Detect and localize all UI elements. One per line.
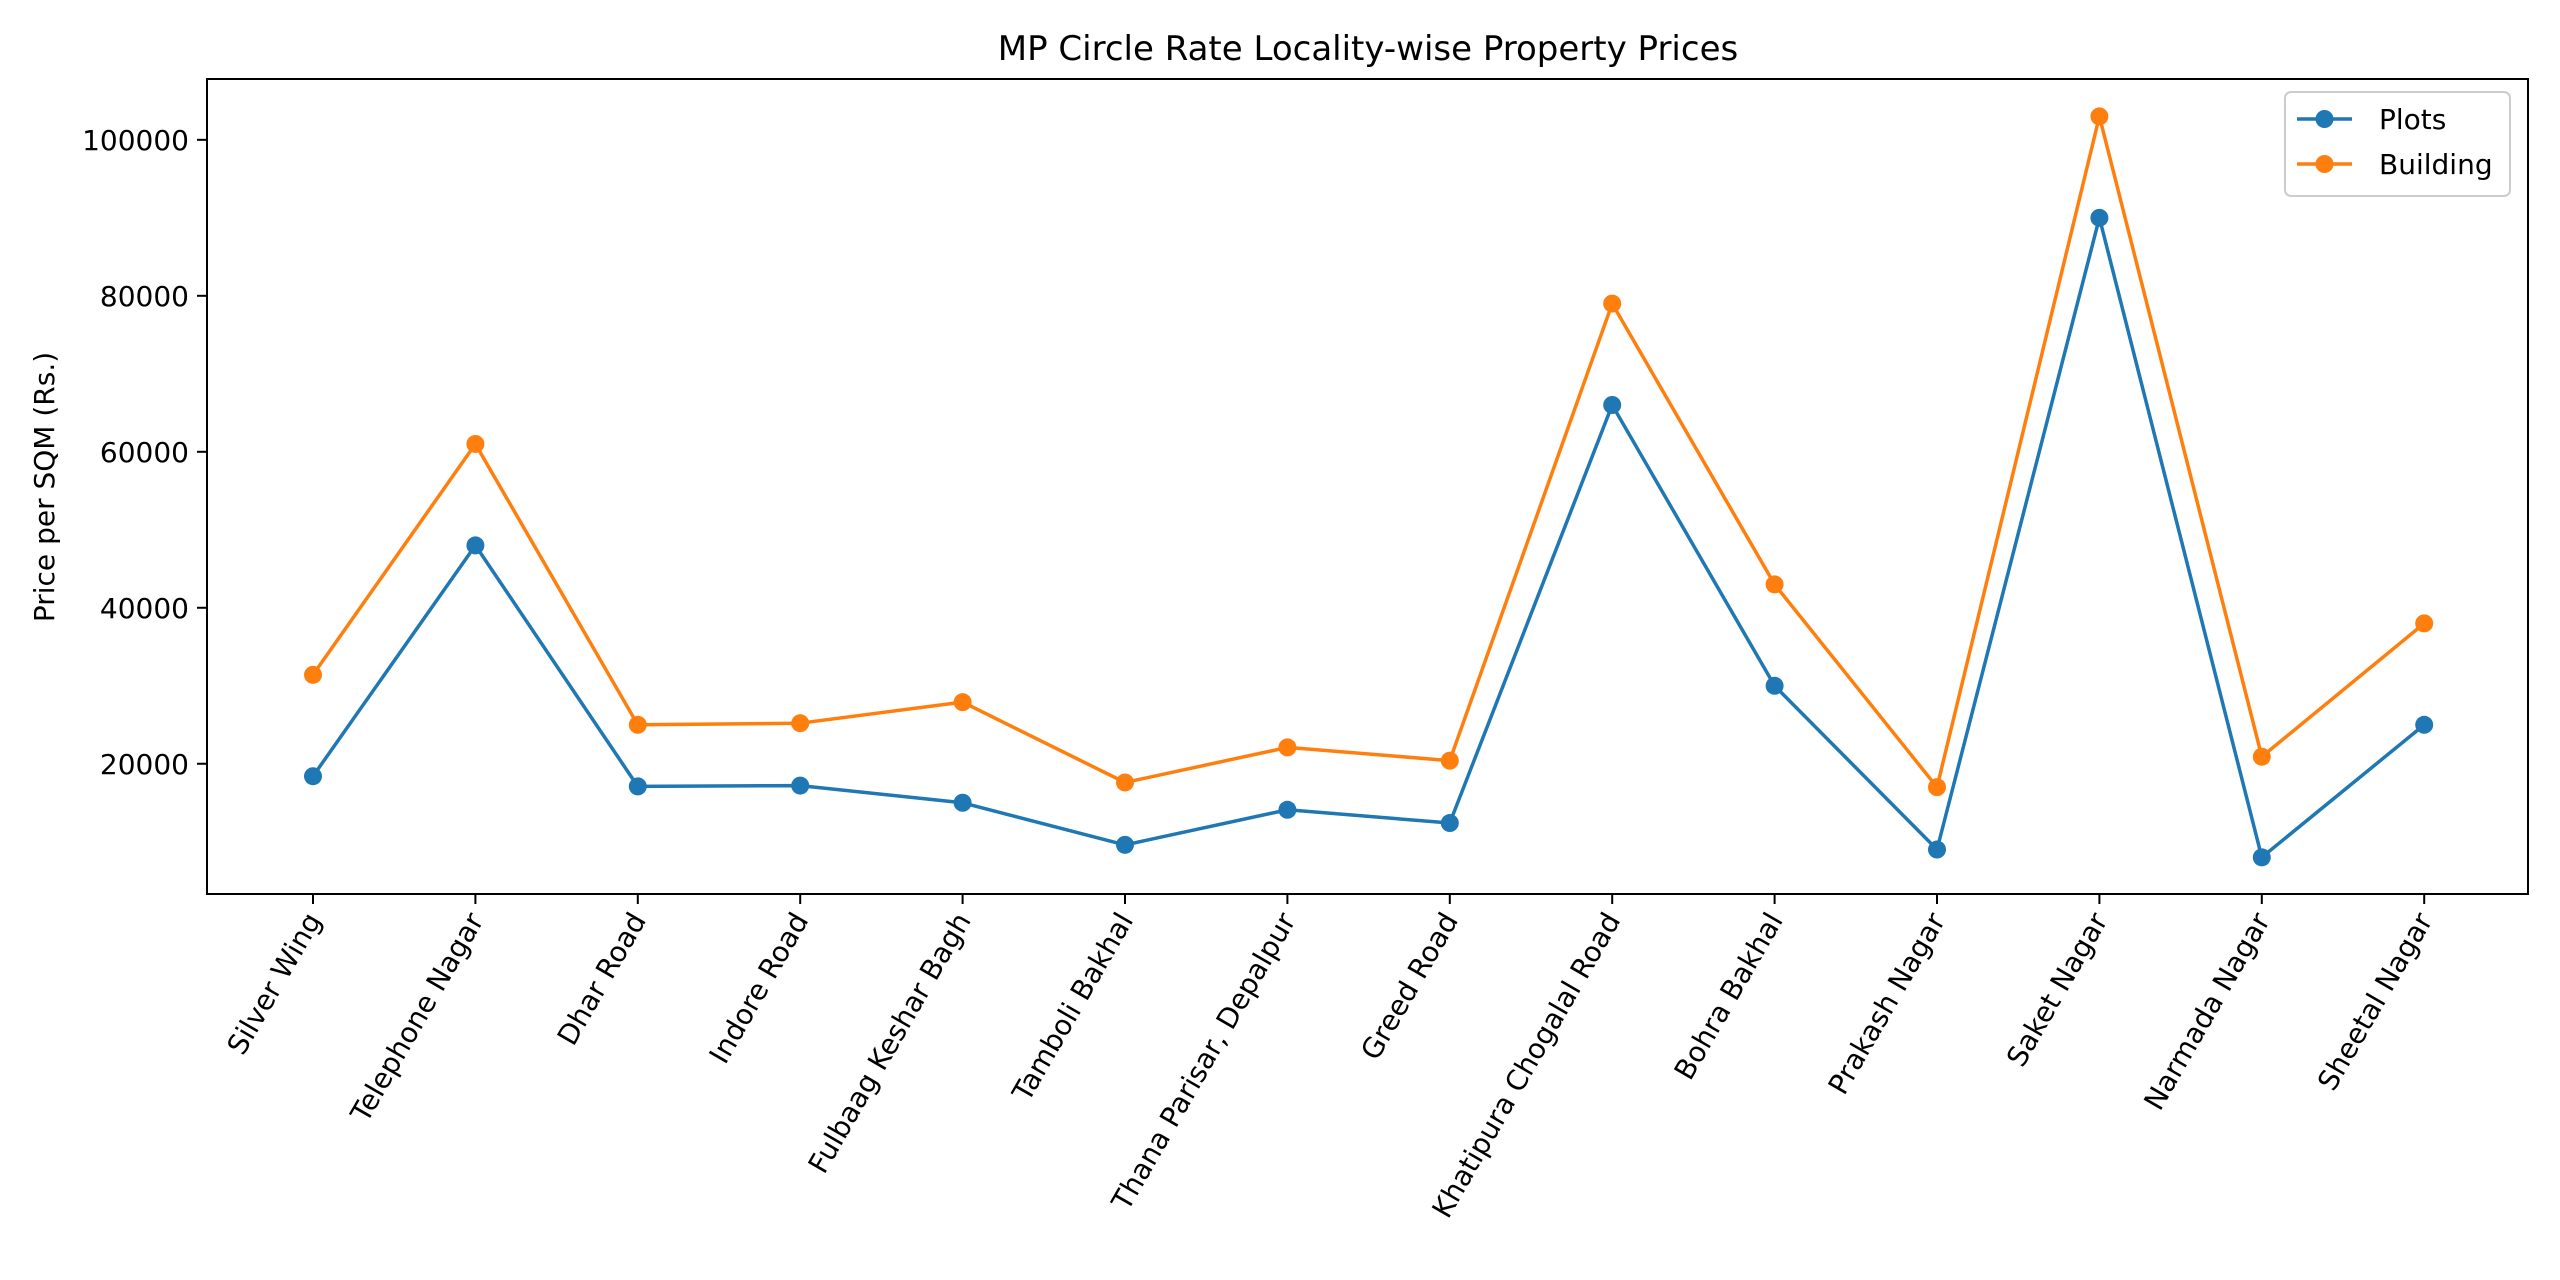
series-line-building [311, 114, 2426, 789]
x-tick-label: Khatipura Chogalal Road [1426, 907, 1628, 1223]
data-point-plots [1278, 800, 1297, 819]
data-point-building [953, 693, 972, 712]
data-point-building [628, 715, 647, 734]
data-point-plots [304, 767, 322, 786]
data-point-building [1440, 751, 1459, 770]
data-point-plots [466, 536, 485, 555]
legend-label-plots: Plots [2379, 103, 2446, 136]
x-tick-label: Saket Nagar [2000, 907, 2115, 1073]
data-point-building [2415, 614, 2434, 633]
chart-title: MP Circle Rate Locality-wise Property Pr… [998, 29, 1738, 69]
legend-label-building: Building [2379, 148, 2493, 181]
x-tick-label: Indore Road [703, 907, 816, 1069]
x-tick-label: Sheetal Nagar [2311, 907, 2439, 1097]
x-tick-label: Narmada Nagar [2137, 907, 2277, 1116]
y-axis-label: Price per SQM (Rs.) [28, 352, 61, 622]
data-point-plots [1765, 676, 1784, 695]
data-point-plots [2252, 848, 2271, 867]
data-point-building [1116, 773, 1134, 792]
series-line-plots [311, 216, 2426, 860]
plot-area: 20000 40000 60000 80000 100000 Silver Wing Tel… [82, 78, 2529, 1223]
data-point-plots [2090, 208, 2109, 227]
x-tick-label: Fulbaag Keshar Bagh [802, 907, 978, 1179]
data-point-plots [1928, 840, 1946, 859]
x-tick-label: Greed Road [1354, 907, 1465, 1066]
x-tick-label: Dhar Road [551, 907, 653, 1051]
data-point-building [466, 434, 485, 453]
y-tick-label: 20000 [100, 748, 189, 781]
y-tick-label: 80000 [100, 280, 189, 313]
x-tick-label: Telephone Nagar [344, 907, 491, 1129]
y-tick-label: 60000 [100, 436, 189, 469]
data-point-plots [1603, 396, 1622, 414]
data-point-plots [953, 793, 972, 812]
x-tick-label: Tamboli Bakhal [1005, 907, 1140, 1108]
legend-marker-plots [2315, 110, 2334, 128]
legend-marker-building [2315, 155, 2334, 173]
data-point-building [2252, 747, 2271, 766]
data-point-building [304, 665, 322, 684]
data-point-building [1928, 778, 1946, 797]
x-tick-label: Prakash Nagar [1822, 907, 1953, 1100]
data-point-plots [1440, 814, 1459, 833]
data-point-building [2090, 107, 2109, 126]
data-point-plots [791, 776, 810, 795]
data-point-plots [628, 777, 647, 796]
data-point-building [1765, 575, 1784, 594]
data-point-plots [1116, 835, 1134, 854]
x-tick-label: Thana Parisar, Depalpur [1105, 907, 1303, 1217]
axes-frame [206, 78, 2529, 895]
data-point-plots [2415, 715, 2434, 734]
data-point-building [791, 714, 810, 733]
data-point-building [1278, 738, 1297, 757]
x-tick-label: Silver Wing [221, 907, 329, 1060]
y-tick-label: 100000 [82, 124, 189, 157]
data-point-building [1603, 294, 1622, 313]
x-tick-label: Bohra Bakhal [1668, 907, 1790, 1085]
y-tick-label: 40000 [100, 592, 189, 625]
